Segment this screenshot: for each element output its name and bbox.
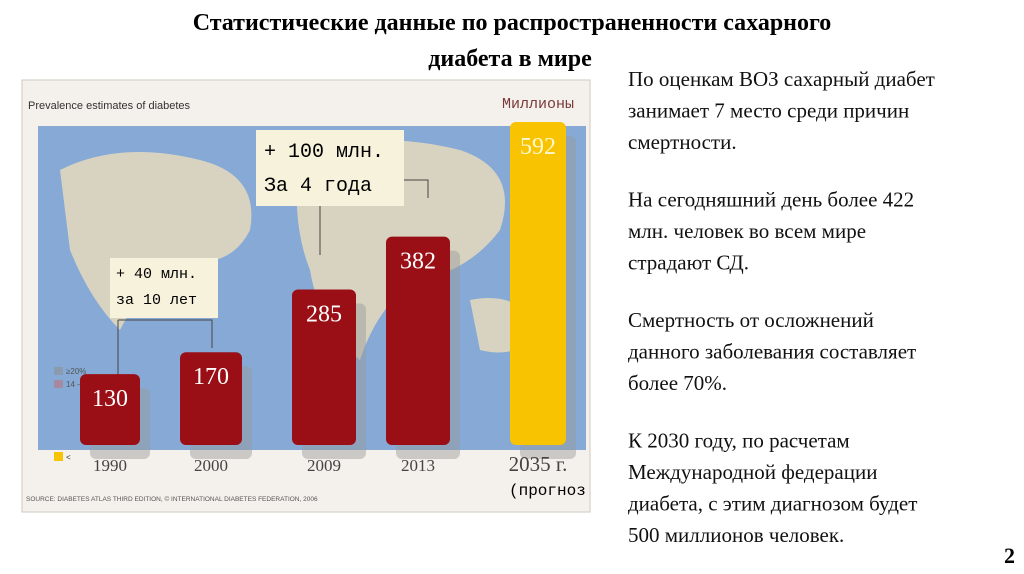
bar	[386, 236, 450, 445]
annotation-box	[256, 130, 404, 206]
value-label: 130	[92, 386, 128, 412]
paragraph-line: смертности.	[628, 130, 737, 154]
paragraph-line: 500 миллионов человек.	[628, 523, 844, 547]
bar	[292, 289, 356, 445]
x-tick-label: 2013	[401, 456, 435, 475]
value-label: 170	[193, 364, 229, 390]
x-tick-label: 2035 г.	[509, 452, 568, 476]
slide-title: Статистические данные по распространенно…	[193, 10, 832, 36]
x-tick-label: 2009	[307, 456, 341, 475]
x-tick-label: 1990	[93, 456, 127, 475]
page-number: 2	[1004, 543, 1015, 568]
bracket	[319, 179, 429, 255]
legend-label: ≥20%	[66, 367, 86, 376]
value-label: 285	[306, 302, 342, 328]
paragraph-line: По оценкам ВОЗ сахарный диабет	[628, 67, 935, 91]
bar	[510, 122, 566, 445]
body-text: По оценкам ВОЗ сахарный диабет занимает 7…	[628, 67, 935, 547]
paragraph-line: К 2030 году, по расчетам	[628, 429, 850, 453]
legend-label: <	[66, 453, 71, 462]
value-label: 592	[520, 134, 556, 160]
paragraph-line: данного заболевания составляет	[628, 340, 916, 364]
bar	[180, 352, 242, 445]
chart-title: Prevalence estimates of diabetes	[28, 100, 191, 112]
forecast-note: (прогноз	[509, 482, 586, 500]
paragraph-line: млн. человек во всем мире	[628, 219, 866, 243]
annotation: + 100 млн.	[264, 141, 384, 164]
paragraph-line: На сегодняшний день более 422	[628, 188, 914, 212]
paragraph-line: Смертность от осложнений	[628, 308, 874, 332]
legend-swatch	[54, 367, 63, 375]
x-tick-label: 2000	[194, 456, 228, 475]
paragraph-line: более 70%.	[628, 371, 727, 395]
source: SOURCE: DIABETES ATLAS THIRD EDITION, © …	[26, 495, 318, 503]
annotation-box	[110, 258, 218, 318]
slide-title: диабета в мире	[428, 46, 592, 72]
annotation: за 10 лет	[116, 292, 197, 309]
map-land	[60, 140, 540, 360]
paragraph-line: Международной федерации	[628, 460, 877, 484]
paragraph-line: занимает 7 место среди причин	[628, 99, 909, 123]
annotation: За 4 года	[264, 175, 372, 198]
bar	[80, 374, 140, 445]
legend-swatch	[54, 380, 63, 388]
value-label: 382	[400, 249, 436, 275]
legend-swatch	[54, 452, 63, 461]
unit-label: Миллионы	[502, 96, 574, 113]
annotation: + 40 млн.	[116, 266, 197, 283]
paragraph-line: диабета, с этим диагнозом будет	[628, 492, 917, 516]
paragraph-line: страдают СД.	[628, 251, 749, 275]
bars: 130 1990 170 2000 285 2009 382 2013 592 2035 г.	[80, 122, 576, 476]
